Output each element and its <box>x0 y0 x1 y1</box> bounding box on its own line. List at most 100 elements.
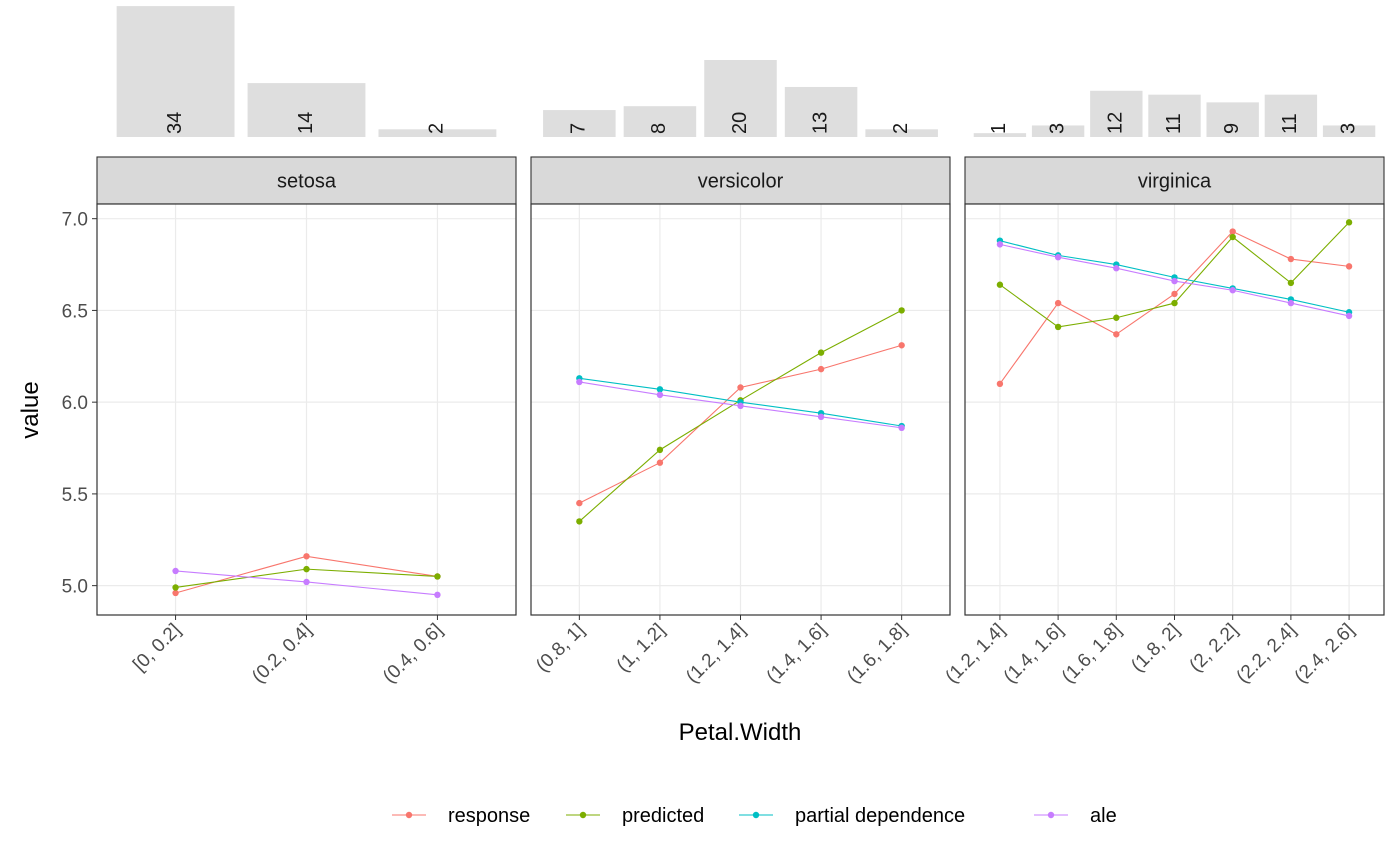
point <box>1345 219 1353 226</box>
point <box>1054 254 1062 261</box>
count-bar <box>1206 102 1259 137</box>
point <box>172 567 179 575</box>
point <box>1113 265 1120 272</box>
facet-strip <box>530 156 951 205</box>
y-axis-title: value <box>17 381 44 438</box>
point <box>172 584 179 591</box>
point <box>1345 312 1353 320</box>
point <box>172 589 179 597</box>
count-bar <box>1264 94 1318 137</box>
facet-title: setosa <box>277 171 337 193</box>
point <box>303 565 310 573</box>
point <box>576 518 583 525</box>
point <box>1113 331 1120 338</box>
x-tick-label: (2, 2.2] <box>1186 620 1243 677</box>
legend-label: ale <box>1090 805 1117 827</box>
count-label: 3 <box>1337 123 1359 134</box>
point <box>656 459 664 466</box>
x-tick-label: (2.4, 2.6] <box>1291 620 1359 688</box>
x-tick-label: [0, 0.2] <box>129 620 185 676</box>
count-label: 9 <box>1221 123 1243 134</box>
count-bar <box>623 106 697 137</box>
legend-point <box>752 811 760 819</box>
y-tick-label: 6.5 <box>62 301 88 322</box>
point <box>898 307 905 314</box>
facet-strip <box>96 156 517 205</box>
x-tick-label: (0.4, 0.6] <box>379 620 447 688</box>
count-label: 13 <box>809 112 831 134</box>
point <box>1054 299 1062 307</box>
point <box>898 342 905 349</box>
legend-point <box>1047 811 1055 819</box>
x-tick-label: (1.2, 1.4] <box>942 620 1010 688</box>
point <box>1345 263 1353 270</box>
y-tick-label: 6.0 <box>62 393 88 414</box>
point <box>1229 233 1236 241</box>
point <box>576 378 583 386</box>
point <box>1171 277 1178 285</box>
point <box>737 402 744 410</box>
count-bar <box>116 6 235 137</box>
legend-label: response <box>448 805 530 827</box>
count-bar <box>1031 125 1085 137</box>
count-bar <box>543 110 616 137</box>
point <box>817 365 825 373</box>
count-bar <box>973 133 1027 137</box>
count-label: 1 <box>988 123 1010 134</box>
point <box>434 591 441 599</box>
legend-label: predicted <box>622 805 704 827</box>
x-tick-label: (1, 1.2] <box>613 620 670 677</box>
point <box>303 553 310 560</box>
x-tick-label: (1.4, 1.6] <box>763 620 831 688</box>
point <box>898 424 905 432</box>
x-tick-label: (2.2, 2.4] <box>1233 620 1301 688</box>
count-label: 11 <box>1163 113 1185 134</box>
count-label: 8 <box>648 123 670 134</box>
x-tick-label: (0.2, 0.4] <box>248 620 316 688</box>
count-label: 12 <box>1105 112 1127 134</box>
point <box>1287 299 1295 307</box>
count-bar <box>247 83 366 137</box>
point <box>1229 228 1236 235</box>
point <box>1287 255 1295 263</box>
point <box>303 578 310 586</box>
facet-title: virginica <box>1138 171 1212 193</box>
x-tick-label: (1.6, 1.8] <box>1058 620 1126 688</box>
count-label: 20 <box>729 112 751 134</box>
point <box>1229 287 1236 294</box>
count-bar <box>1148 94 1201 137</box>
count-bar <box>784 86 858 137</box>
count-label: 11 <box>1279 113 1301 134</box>
point <box>656 446 664 454</box>
legend-label: partial dependence <box>795 805 965 827</box>
point <box>656 386 664 393</box>
count-label: 2 <box>426 123 448 134</box>
point <box>737 384 744 391</box>
point <box>996 380 1004 388</box>
x-tick-label: (1.4, 1.6] <box>1000 620 1068 688</box>
point <box>996 241 1004 248</box>
count-label: 3 <box>1046 123 1068 134</box>
point <box>434 573 441 580</box>
x-tick-label: (1.8, 2] <box>1127 620 1184 677</box>
facet-strip <box>964 156 1385 205</box>
point <box>1113 314 1120 321</box>
point <box>1054 323 1062 331</box>
point <box>996 281 1004 288</box>
point <box>817 413 825 421</box>
count-label: 2 <box>890 123 912 134</box>
y-tick-label: 5.0 <box>62 577 88 598</box>
count-bar <box>865 129 938 137</box>
y-tick-label: 7.0 <box>62 210 88 231</box>
count-bar <box>378 129 497 137</box>
point <box>576 499 583 507</box>
point <box>1287 279 1295 287</box>
point <box>817 349 825 356</box>
count-bar <box>1090 90 1143 137</box>
count-label: 14 <box>295 112 317 134</box>
x-axis-title: Petal.Width <box>679 719 802 746</box>
x-tick-label: (1.2, 1.4] <box>682 620 750 688</box>
x-tick-label: (0.8, 1] <box>532 620 589 677</box>
